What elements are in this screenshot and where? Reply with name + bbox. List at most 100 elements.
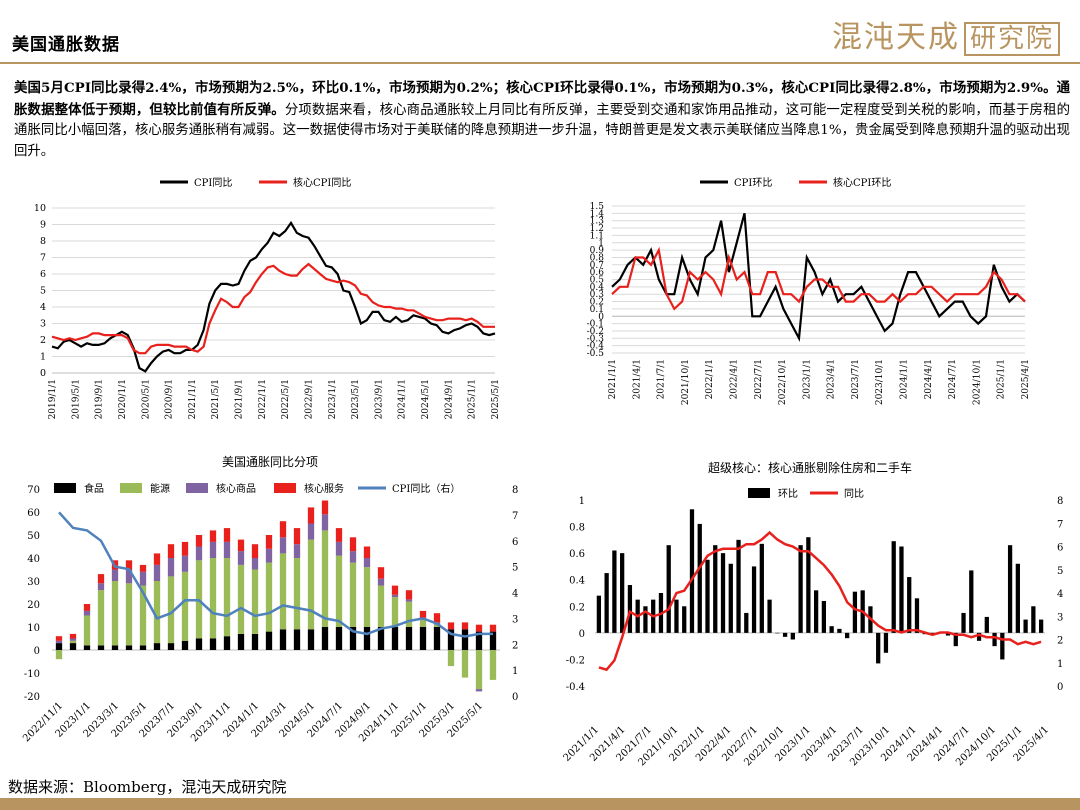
- logo-box-text: 研究院: [963, 22, 1060, 56]
- bar-core-goods: [391, 594, 399, 598]
- bar-energy: [69, 640, 77, 644]
- bar-food: [111, 645, 119, 650]
- chart-title: 超级核心：核心通胀剔除住房和二手车: [708, 460, 912, 475]
- bar-energy: [167, 576, 175, 644]
- bar-mom: [1023, 619, 1028, 633]
- chart-cpi-components: 美国通胀同比分项-20-1001020304050607001234567820…: [21, 455, 518, 744]
- bar-mom: [798, 545, 803, 633]
- x-tick-label: 2025/1/1: [468, 379, 478, 419]
- x-tick-label: 2024/10/1: [972, 359, 982, 405]
- y-tick-label: 4: [40, 302, 46, 313]
- y2-tick-label: 2: [1057, 636, 1063, 647]
- x-tick-label: 2021/5/1: [211, 379, 221, 419]
- bar-food: [125, 645, 133, 650]
- bar-mom: [604, 573, 609, 633]
- bar-mom: [914, 598, 920, 633]
- legend-label: 核心CPI环比: [833, 176, 891, 189]
- bar-mom: [759, 543, 764, 633]
- x-tick-label: 2021/9/1: [235, 379, 245, 419]
- bar-food: [363, 627, 371, 650]
- bar-energy: [321, 530, 329, 627]
- bar-mom: [674, 599, 679, 633]
- x-tick-label: 2021/10/1: [681, 359, 691, 405]
- y-tick-label: 10: [27, 623, 40, 634]
- y2-tick-label: 3: [1057, 612, 1063, 623]
- bar-mom: [782, 632, 788, 637]
- bar-food: [475, 631, 483, 650]
- bar-food: [377, 627, 385, 650]
- x-tick-label: 2020/5/1: [141, 379, 151, 419]
- bar-energy: [475, 650, 483, 690]
- bar-energy: [293, 558, 301, 630]
- bar-mom: [876, 632, 881, 664]
- y-tick-label: 60: [27, 508, 40, 519]
- x-tick-label: 2020/9/1: [165, 379, 175, 419]
- bar-mom: [1038, 619, 1044, 633]
- legend-label: 核心商品: [216, 482, 256, 495]
- x-tick-label: 2020/1/1: [118, 379, 128, 419]
- bar-core-goods: [139, 571, 147, 586]
- legend-swatch: [186, 483, 208, 493]
- bar-food: [209, 638, 217, 650]
- bar-energy: [97, 590, 105, 646]
- bar-core-services: [335, 528, 343, 542]
- bar-energy: [405, 601, 413, 627]
- series-line-core-cpi-yoy: [51, 262, 495, 355]
- bar-food: [265, 631, 273, 650]
- x-tick-label: 2024/7/1: [948, 359, 958, 399]
- bar-core-services: [97, 574, 105, 584]
- y-tick-label: 0.8: [590, 253, 605, 263]
- x-tick-label: 2021/7/1: [657, 359, 667, 399]
- page-title: 美国通胀数据: [12, 35, 120, 55]
- bar-mom: [953, 632, 958, 647]
- bar-core-services: [377, 567, 385, 579]
- x-tick-label: 2023/5/1: [351, 379, 361, 419]
- bar-mom: [790, 632, 795, 640]
- bar-mom: [689, 509, 695, 633]
- bar-mom: [845, 632, 850, 639]
- legend-swatch: [120, 483, 142, 493]
- x-tick-label: 2024/5/1: [421, 379, 431, 419]
- y-tick-label: 0: [579, 629, 585, 640]
- x-tick-label: 2024/4/1: [924, 359, 934, 399]
- bar-mom: [1015, 563, 1020, 633]
- series-line-cpi-yoy: [51, 220, 496, 373]
- y-tick-label: 0.3: [590, 290, 605, 300]
- bar-food: [69, 643, 77, 650]
- y-tick-label: 0.9: [590, 246, 605, 256]
- bar-food: [293, 629, 301, 650]
- y-tick-label: 0.2: [590, 298, 604, 308]
- bar-core-services: [167, 544, 175, 558]
- bar-core-goods: [349, 551, 357, 563]
- y-tick-label: 7: [40, 253, 46, 264]
- y-tick-label: 0.6: [569, 549, 585, 560]
- x-tick-label: 2025/5/1: [491, 379, 501, 419]
- bar-core-services: [265, 535, 273, 549]
- series-line-cpi-mom: [611, 213, 1026, 343]
- summary-bold: 美国5月CPI同比录得2.4%，市场预期为2.5%，环比0.1%，市场预期为0.…: [14, 80, 1070, 118]
- y2-tick-label: 4: [512, 589, 518, 600]
- page-header: 美国通胀数据 混沌天成 研究院: [0, 0, 1080, 68]
- y-tick-label: 0.4: [569, 576, 585, 587]
- y-tick-label: 1: [598, 239, 604, 249]
- bar-food: [97, 645, 105, 650]
- x-tick-label: 2025/1/1: [997, 359, 1007, 399]
- bar-core-services: [125, 560, 133, 570]
- bar-mom: [620, 553, 625, 633]
- y-tick-label: 0.5: [590, 276, 605, 286]
- bar-core-services: [321, 500, 329, 515]
- y2-tick-label: 4: [1057, 589, 1063, 600]
- bar-mom: [837, 628, 842, 633]
- y-tick-label: 0: [34, 646, 40, 657]
- header-rule: [0, 62, 1080, 64]
- series-line-yoy: [598, 530, 1042, 672]
- y2-tick-label: 8: [1057, 496, 1063, 507]
- x-tick-label: 2021/1/1: [188, 379, 198, 419]
- bar-core-services: [391, 585, 399, 595]
- x-tick-label: 2022/7/1: [754, 359, 764, 399]
- x-tick-label: 2019/9/1: [95, 379, 105, 419]
- bar-core-goods: [237, 551, 245, 565]
- legend-swatch: [274, 483, 296, 493]
- bar-core-goods: [125, 569, 133, 584]
- bar-mom: [682, 606, 687, 633]
